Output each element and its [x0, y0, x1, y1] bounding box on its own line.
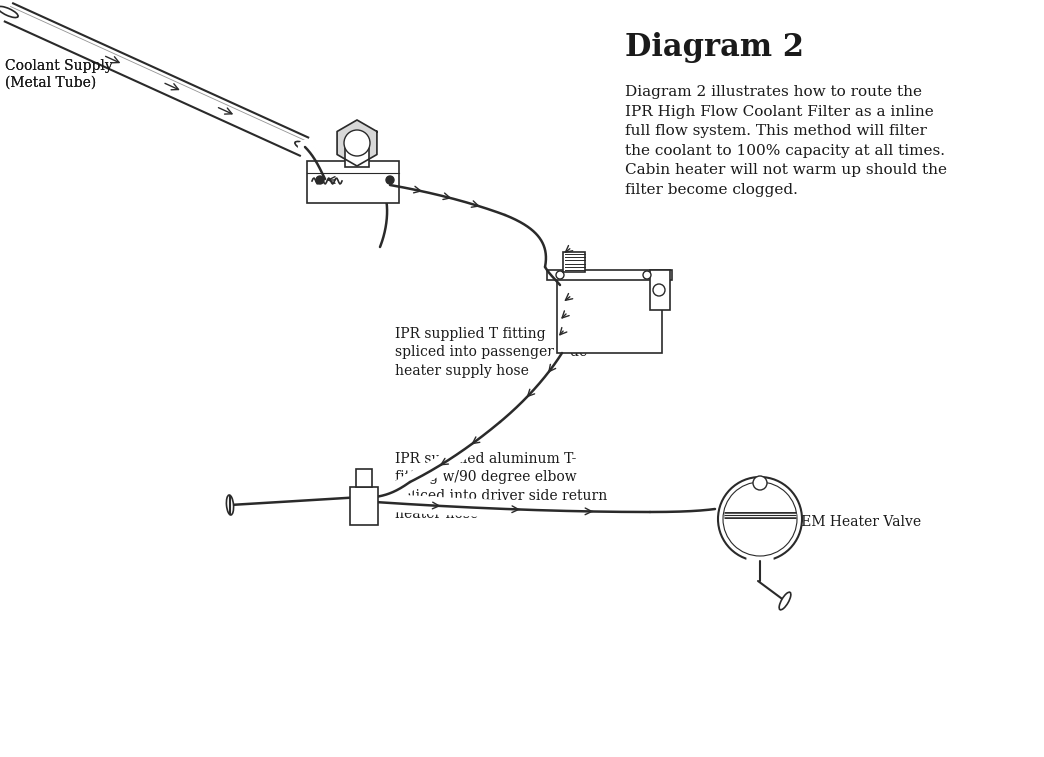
Polygon shape [337, 120, 377, 166]
Circle shape [718, 477, 802, 561]
Text: Coolant Supply
(Metal Tube): Coolant Supply (Metal Tube) [5, 59, 113, 89]
Text: IPR supplied T fitting
spliced into passenger side
heater supply hose: IPR supplied T fitting spliced into pass… [395, 327, 587, 378]
Circle shape [345, 130, 370, 156]
Bar [345, 141, 369, 167]
Bar [350, 487, 378, 525]
Text: IPR supplied aluminum T-
fitting w/90 degree elbow
spliced into driver side retu: IPR supplied aluminum T- fitting w/90 de… [395, 452, 608, 522]
Circle shape [643, 271, 651, 279]
Bar [356, 469, 372, 487]
Bar [307, 161, 399, 203]
Circle shape [556, 271, 564, 279]
Text: Diagram 2: Diagram 2 [625, 32, 804, 63]
Ellipse shape [227, 495, 234, 515]
Ellipse shape [294, 142, 315, 153]
Circle shape [386, 176, 394, 184]
Ellipse shape [779, 592, 791, 610]
Bar [650, 270, 670, 310]
Bar [557, 275, 662, 353]
Bar [563, 252, 585, 272]
Circle shape [652, 284, 665, 296]
Ellipse shape [0, 7, 18, 17]
Circle shape [316, 176, 324, 184]
Circle shape [723, 482, 797, 556]
Text: Coolant Supply
(Metal Tube): Coolant Supply (Metal Tube) [5, 59, 113, 89]
Bar [547, 270, 672, 280]
Circle shape [753, 476, 767, 490]
Text: OEM Heater Valve: OEM Heater Valve [790, 515, 921, 529]
Text: Diagram 2 illustrates how to route the
IPR High Flow Coolant Filter as a inline
: Diagram 2 illustrates how to route the I… [625, 85, 947, 197]
